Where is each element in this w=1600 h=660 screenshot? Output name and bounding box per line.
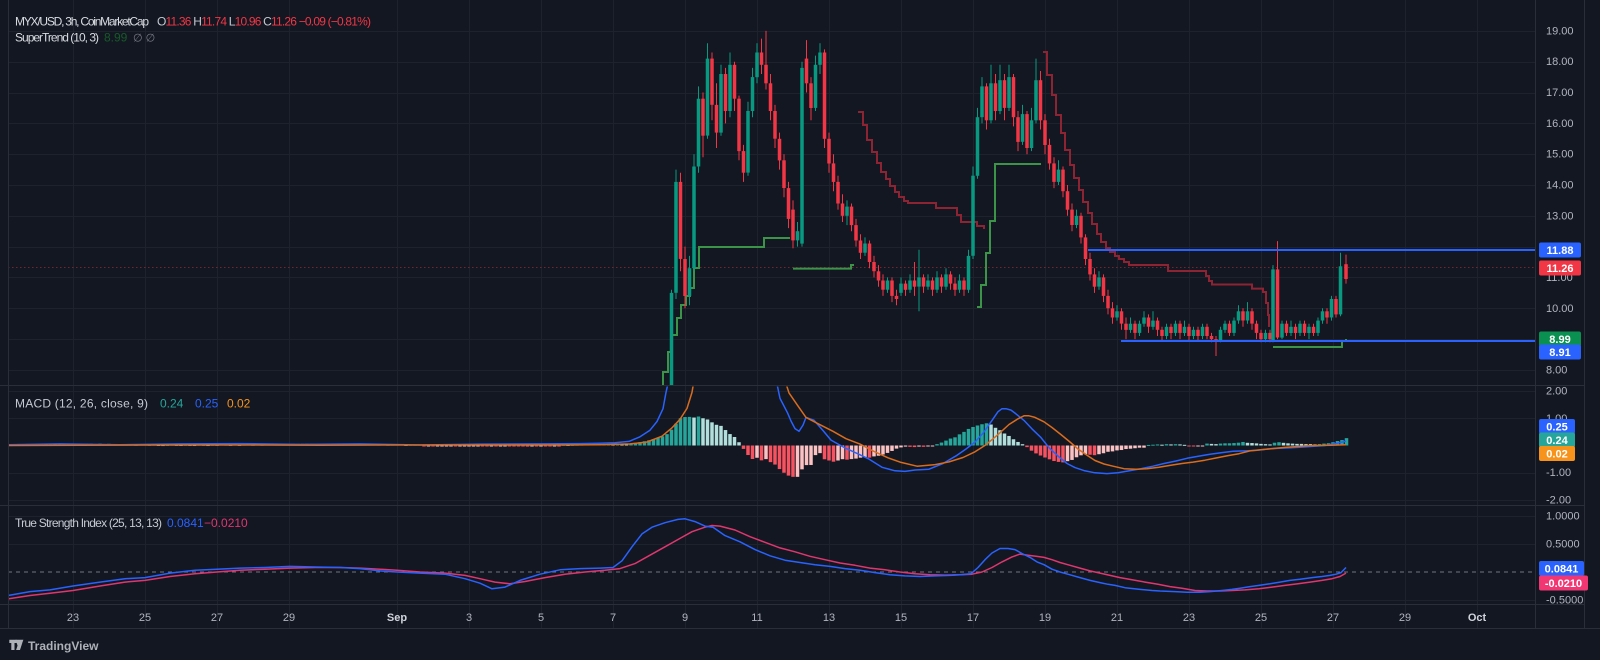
svg-text:13.00: 13.00: [1546, 210, 1574, 222]
svg-text:MYX/USD, 3h, CoinMarketCap: MYX/USD, 3h, CoinMarketCap: [15, 15, 149, 29]
svg-text:15.00: 15.00: [1546, 149, 1574, 161]
svg-text:5: 5: [538, 612, 544, 624]
svg-text:0.02: 0.02: [227, 397, 251, 411]
svg-text:0.0841: 0.0841: [1545, 563, 1579, 575]
svg-text:-0.0210: -0.0210: [1545, 578, 1582, 590]
svg-text:3: 3: [466, 612, 472, 624]
svg-text:25: 25: [139, 612, 151, 624]
svg-text:-2.00: -2.00: [1546, 495, 1571, 507]
svg-text:19.00: 19.00: [1546, 25, 1574, 37]
svg-text:11: 11: [751, 612, 762, 624]
svg-text:9: 9: [682, 612, 688, 624]
svg-text:0.24: 0.24: [1546, 435, 1568, 447]
svg-text:8.99: 8.99: [104, 31, 128, 45]
svg-text:−0.0210: −0.0210: [204, 516, 248, 530]
svg-text:29: 29: [283, 612, 295, 624]
svg-text:1.0000: 1.0000: [1546, 511, 1580, 523]
svg-text:0.25: 0.25: [195, 397, 219, 411]
svg-text:21: 21: [1111, 612, 1123, 624]
svg-text:MACD (12, 26, close, 9): MACD (12, 26, close, 9): [15, 397, 148, 411]
svg-text:13: 13: [823, 612, 835, 624]
svg-text:17: 17: [967, 612, 979, 624]
svg-text:29: 29: [1399, 612, 1411, 624]
svg-text:0.02: 0.02: [1546, 448, 1567, 460]
svg-text:True Strength Index (25, 13, 1: True Strength Index (25, 13, 13): [15, 516, 162, 530]
svg-text:TradingView: TradingView: [28, 639, 99, 653]
svg-text:SuperTrend (10, 3): SuperTrend (10, 3): [15, 31, 99, 45]
svg-text:25: 25: [1255, 612, 1267, 624]
svg-text:7: 7: [610, 612, 616, 624]
svg-text:23: 23: [67, 612, 79, 624]
svg-text:27: 27: [211, 612, 223, 624]
svg-text:11.88: 11.88: [1547, 245, 1574, 257]
svg-text:10.00: 10.00: [1546, 303, 1574, 315]
svg-text:∅ ∅: ∅ ∅: [133, 33, 155, 45]
svg-text:0.5000: 0.5000: [1546, 539, 1580, 551]
svg-text:8.00: 8.00: [1546, 364, 1567, 376]
svg-text:15: 15: [895, 612, 907, 624]
svg-text:0.25: 0.25: [1546, 421, 1567, 433]
svg-text:0.0841: 0.0841: [167, 516, 204, 530]
svg-text:0.24: 0.24: [160, 397, 184, 411]
svg-text:8.91: 8.91: [1549, 347, 1570, 359]
svg-text:23: 23: [1183, 612, 1195, 624]
svg-text:O11.36 H11.74 L10.96 C11.26: O11.36 H11.74 L10.96 C11.26 −0.09 (−0.81…: [157, 15, 371, 29]
svg-text:Oct: Oct: [1468, 612, 1487, 624]
svg-text:11.26: 11.26: [1547, 263, 1574, 275]
svg-text:14.00: 14.00: [1546, 180, 1574, 192]
svg-text:17.00: 17.00: [1546, 87, 1574, 99]
svg-text:19: 19: [1039, 612, 1051, 624]
svg-text:18.00: 18.00: [1546, 56, 1574, 68]
svg-text:16.00: 16.00: [1546, 118, 1574, 130]
svg-text:Sep: Sep: [387, 612, 407, 624]
svg-text:-1.00: -1.00: [1546, 467, 1571, 479]
svg-text:27: 27: [1327, 612, 1339, 624]
svg-text:8.99: 8.99: [1549, 334, 1570, 346]
svg-text:2.00: 2.00: [1546, 386, 1567, 398]
svg-text:-0.5000: -0.5000: [1546, 595, 1583, 607]
